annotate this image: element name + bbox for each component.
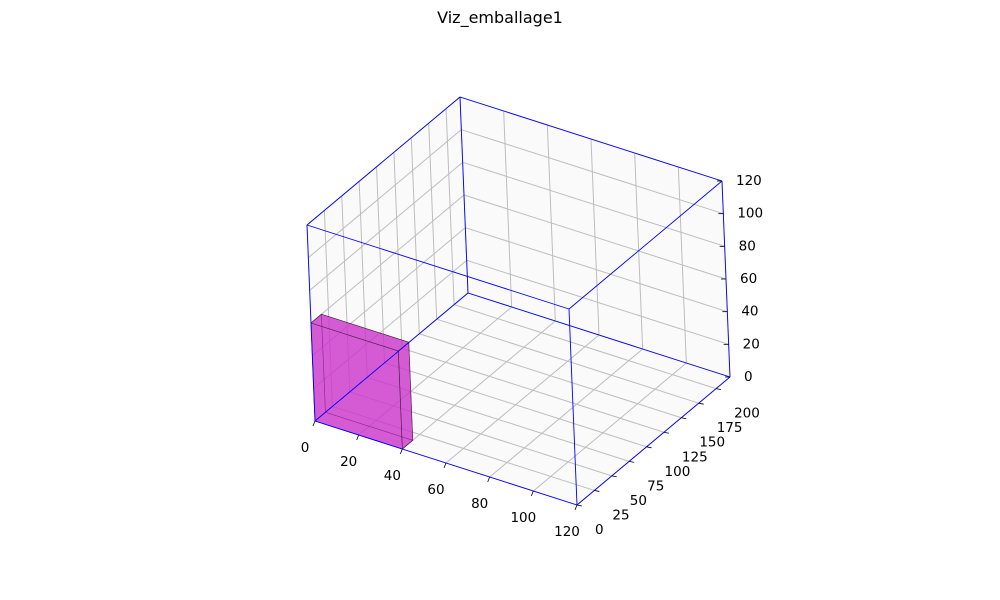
container-edge bbox=[568, 308, 578, 506]
y-tick-label: 0 bbox=[595, 522, 604, 538]
y-tick-label: 25 bbox=[612, 507, 629, 523]
grid-line bbox=[445, 334, 600, 464]
x-tick-label: 60 bbox=[427, 482, 444, 498]
grid-line bbox=[463, 194, 727, 280]
grid-lines bbox=[306, 96, 731, 506]
grid-line bbox=[436, 318, 699, 404]
grid-line bbox=[465, 227, 728, 313]
container-edge bbox=[459, 96, 723, 182]
y-tick-label: 200 bbox=[734, 406, 760, 422]
x-tick-mark bbox=[443, 462, 447, 469]
y-tick-mark bbox=[594, 490, 600, 492]
y-tick-mark bbox=[681, 417, 687, 420]
container-edge bbox=[568, 180, 723, 310]
y-tick-mark bbox=[716, 388, 722, 391]
grid-line bbox=[462, 161, 725, 247]
x-tick-mark bbox=[356, 434, 360, 441]
x-tick-mark bbox=[530, 490, 534, 497]
y-tick-label: 150 bbox=[699, 435, 725, 451]
x-tick-mark bbox=[574, 504, 578, 511]
x-tick-mark bbox=[312, 420, 316, 427]
y-tick-label: 175 bbox=[717, 420, 743, 436]
x-tick-label: 80 bbox=[471, 496, 488, 512]
y-tick-mark bbox=[611, 475, 617, 478]
y-tick-mark bbox=[576, 504, 583, 507]
grid-line bbox=[384, 362, 647, 448]
grid-line bbox=[489, 348, 643, 478]
x-tick-label: 20 bbox=[340, 454, 357, 470]
grid-line bbox=[401, 347, 665, 433]
grid-line bbox=[309, 161, 463, 291]
container-edge bbox=[459, 96, 469, 294]
grid-line bbox=[308, 129, 462, 259]
y-tick-label: 75 bbox=[647, 478, 664, 494]
grid-line bbox=[310, 194, 465, 324]
y-tick-label: 125 bbox=[682, 449, 708, 465]
z-tick-label: 120 bbox=[736, 173, 762, 189]
y-tick-mark bbox=[646, 446, 652, 449]
y-tick-label: 100 bbox=[665, 464, 691, 480]
container-edge bbox=[576, 376, 731, 506]
z-tick-label: 0 bbox=[744, 369, 753, 385]
z-tick-label: 100 bbox=[737, 206, 763, 222]
z-tick-label: 60 bbox=[740, 271, 757, 287]
y-tick-mark bbox=[629, 460, 635, 463]
grid-line bbox=[533, 362, 687, 492]
y-tick-mark bbox=[698, 402, 704, 405]
x-tick-label: 0 bbox=[301, 440, 310, 456]
z-tick-label: 80 bbox=[739, 238, 756, 254]
grid-line bbox=[453, 304, 717, 390]
x-tick-label: 120 bbox=[554, 524, 580, 540]
x-tick-mark bbox=[399, 448, 403, 455]
z-tick-label: 20 bbox=[743, 336, 760, 352]
grid-line bbox=[402, 320, 556, 450]
x-tick-label: 100 bbox=[510, 510, 536, 526]
container-edge bbox=[306, 96, 461, 226]
x-tick-mark bbox=[487, 476, 491, 483]
container-edge bbox=[306, 224, 316, 422]
container-edge bbox=[306, 224, 570, 310]
container-edge bbox=[467, 292, 731, 378]
grid-line bbox=[466, 259, 729, 345]
container-edge bbox=[314, 292, 469, 422]
y-tick-mark bbox=[663, 431, 670, 434]
x-tick-label: 40 bbox=[384, 468, 401, 484]
grid-line bbox=[461, 129, 724, 215]
chart-title: Viz_emballage1 bbox=[437, 8, 563, 27]
grid-line bbox=[419, 333, 682, 419]
y-tick-label: 50 bbox=[630, 493, 647, 509]
z-tick-label: 40 bbox=[741, 304, 758, 320]
